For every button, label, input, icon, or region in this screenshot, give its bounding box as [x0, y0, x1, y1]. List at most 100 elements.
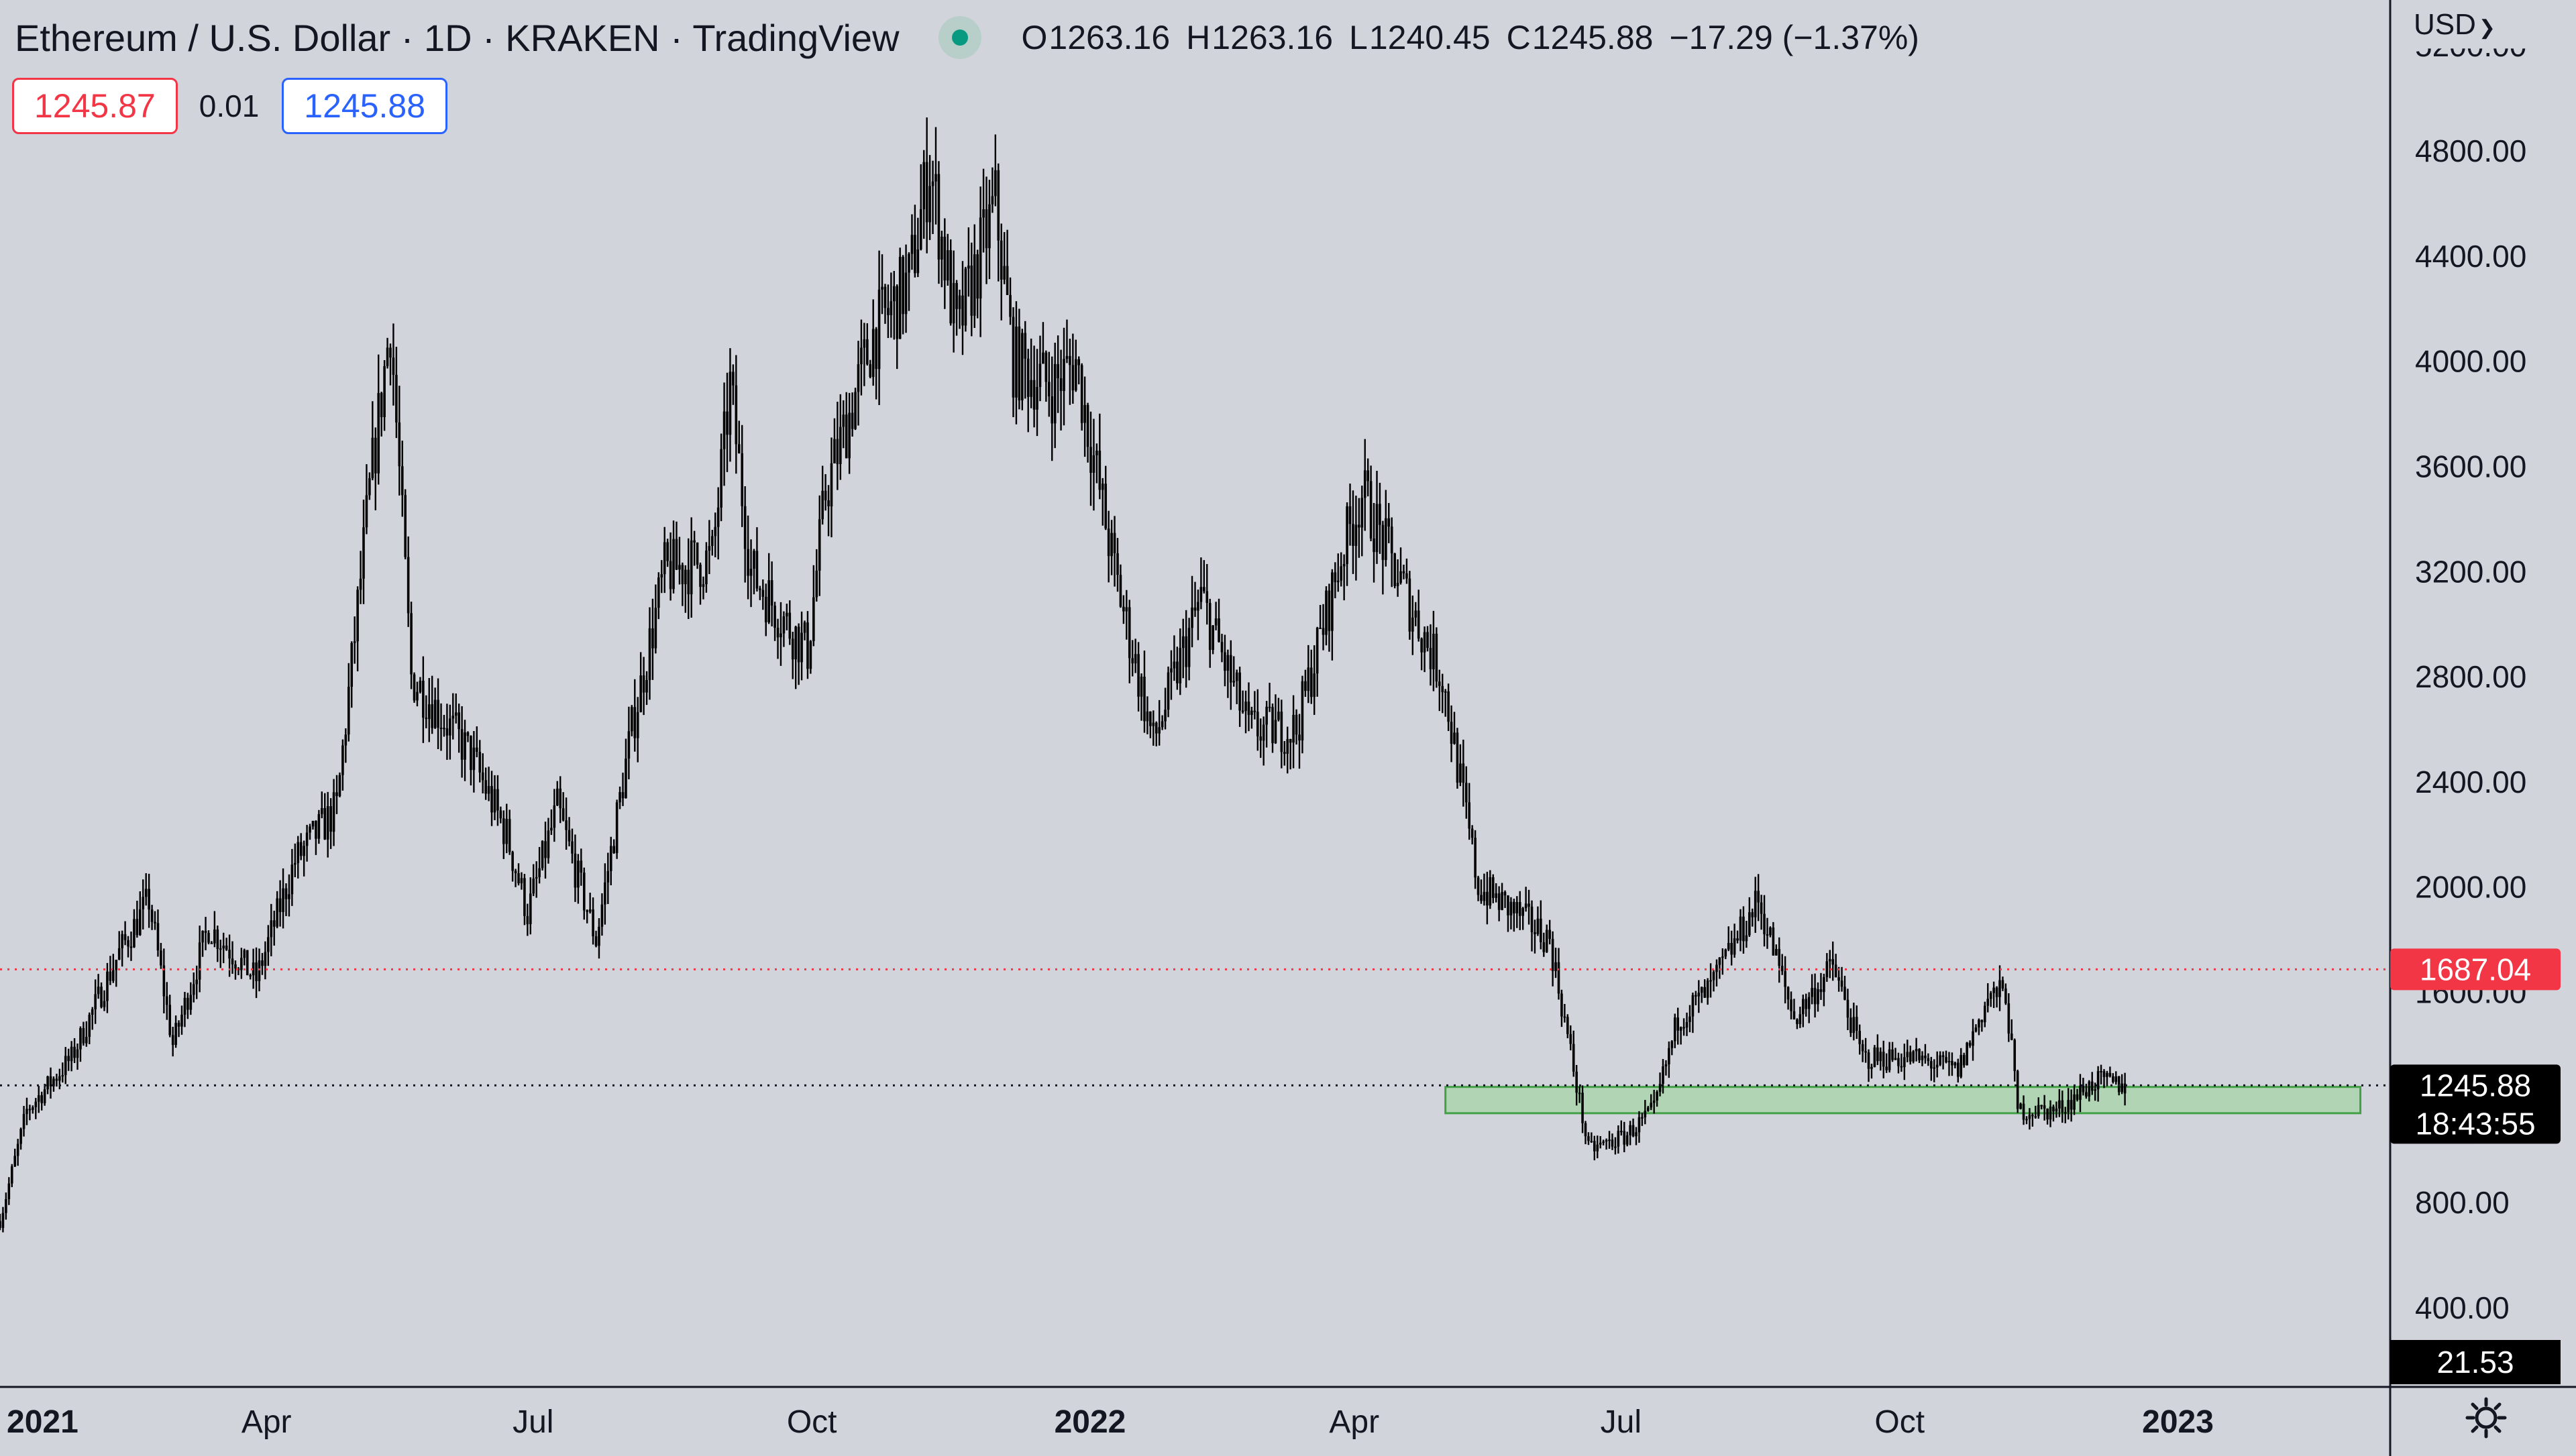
candle: [1545, 924, 1548, 953]
candle: [16, 1139, 19, 1166]
support-zone[interactable]: [1444, 1086, 2362, 1115]
candle: [315, 820, 317, 855]
candle-series: [0, 117, 2127, 1233]
candle: [1849, 1008, 1852, 1038]
candle: [1623, 1121, 1626, 1153]
candle: [1438, 669, 1441, 712]
candle: [2123, 1072, 2127, 1106]
candle: [2049, 1100, 2052, 1127]
candle: [1819, 972, 1823, 1001]
candle: [1429, 624, 1432, 686]
candle: [1668, 1041, 1670, 1078]
candle: [797, 623, 800, 685]
candle: [1825, 953, 1829, 982]
candle: [270, 903, 273, 956]
gear-icon[interactable]: [2462, 1394, 2510, 1442]
candle: [1656, 1090, 1658, 1107]
currency-selector[interactable]: USD ❯: [2414, 8, 2496, 41]
candle: [1336, 553, 1340, 592]
candle: [1527, 889, 1530, 925]
candle: [1805, 993, 1808, 1017]
candle: [1682, 1018, 1685, 1036]
candle: [1, 1207, 5, 1233]
candle: [1670, 1040, 1674, 1056]
candle: [198, 926, 201, 993]
candle: [1390, 517, 1393, 587]
y-tick-label: 2800.00: [2415, 659, 2526, 694]
candle: [1957, 1058, 1960, 1083]
candle: [1754, 877, 1757, 933]
candle: [165, 982, 168, 1020]
candle: [1032, 345, 1036, 428]
candle: [1131, 640, 1134, 677]
y-tick-label: 800.00: [2415, 1185, 2510, 1220]
candle: [1995, 986, 1998, 1008]
candle: [780, 602, 782, 666]
candle: [1811, 974, 1813, 1005]
candle: [1462, 739, 1465, 807]
candle: [1289, 738, 1292, 770]
candle: [240, 948, 243, 979]
candle: [1599, 1136, 1602, 1149]
candle: [1104, 465, 1108, 530]
candle: [1024, 321, 1027, 399]
candle: [1575, 1064, 1578, 1106]
candle: [1688, 1005, 1691, 1033]
candle: [594, 930, 598, 948]
candle: [2034, 1105, 2037, 1119]
time-axis[interactable]: 2021 Apr Jul Oct 2022 Apr Jul Oct 2023: [7, 1404, 2214, 1440]
candle: [1685, 1012, 1688, 1036]
candle: [1358, 498, 1360, 558]
candle: [177, 1020, 180, 1038]
candle: [922, 150, 926, 239]
candle: [848, 392, 851, 474]
candle: [439, 703, 443, 751]
candle: [1092, 418, 1095, 511]
y-tick-label: 400.00: [2415, 1290, 2510, 1325]
candle: [1491, 874, 1495, 903]
y-tick-label: 4400.00: [2415, 239, 2526, 274]
candle: [860, 319, 863, 396]
candle: [1780, 954, 1784, 975]
candle: [392, 323, 395, 406]
candle: [1763, 895, 1766, 947]
candle: [1089, 411, 1092, 506]
candle: [660, 560, 663, 594]
candle: [2121, 1074, 2123, 1095]
symbol-title[interactable]: Ethereum / U.S. Dollar · 1D · KRAKEN · T…: [15, 16, 900, 59]
candle: [70, 1041, 73, 1072]
candle: [1256, 689, 1259, 751]
candle: [1322, 604, 1325, 651]
candle: [487, 767, 490, 801]
candle: [82, 1021, 85, 1046]
candle: [1295, 709, 1298, 745]
candle: [1966, 1042, 1968, 1066]
candle: [1230, 640, 1232, 710]
candle: [555, 781, 559, 806]
candle: [433, 687, 437, 729]
candle: [1978, 1018, 1980, 1035]
candle: [2028, 1108, 2031, 1130]
candle: [1712, 970, 1715, 992]
candle: [437, 678, 439, 749]
candle: [1208, 598, 1212, 668]
candle: [1470, 825, 1474, 845]
candle: [1960, 1048, 1963, 1078]
candle: [1304, 669, 1307, 697]
candle: [910, 214, 914, 270]
candle: [1450, 705, 1453, 763]
candle: [1185, 610, 1187, 688]
candle: [297, 836, 300, 879]
buy-price-button[interactable]: 1245.88: [282, 78, 448, 134]
sell-price-button[interactable]: 1245.87: [12, 78, 178, 134]
candle: [1733, 923, 1736, 958]
candle: [228, 934, 231, 977]
candle: [1662, 1059, 1664, 1094]
candle: [1882, 1040, 1885, 1078]
candle: [174, 1015, 177, 1048]
candle: [407, 536, 410, 627]
candle: [1411, 596, 1414, 655]
candle: [1739, 909, 1742, 952]
price-axis[interactable]: 5200.00400.00800.001600.002000.002400.00…: [2390, 28, 2561, 1384]
